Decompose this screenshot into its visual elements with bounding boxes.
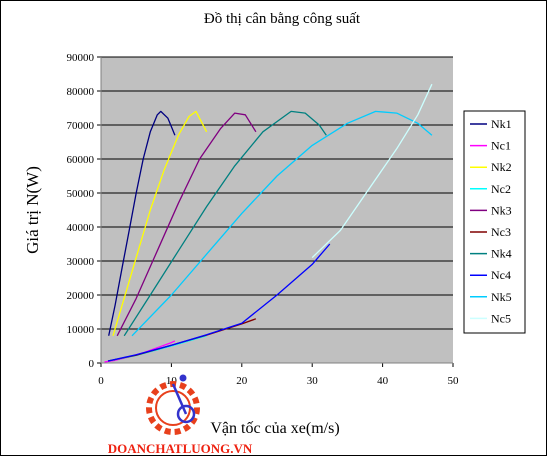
y-tick-label: 40000 [67,222,95,234]
x-tick-label: 30 [307,375,319,387]
watermark-text: DOANCHATLUONG.VN [108,441,253,456]
y-tick-label: 0 [89,358,95,370]
legend-label: Nc5 [491,311,511,325]
y-tick-label: 30000 [67,256,95,268]
logo-dial-icon [176,404,196,424]
y-tick-label: 90000 [67,52,95,64]
legend-label: Nc2 [491,182,511,196]
x-tick-label: 0 [98,375,104,387]
chart-title: Đồ thị cân bằng công suất [204,11,361,27]
series-line-nk1 [108,110,176,336]
legend-box [463,110,526,334]
axes: 0 10000 20000 30000 40000 50000 60000 70000 8000… [67,52,460,387]
watermark-logo: DOANCHATLUONG.VN [108,374,253,456]
series-line-nk5 [131,110,433,337]
y-tick-label: 10000 [67,324,95,336]
gridlines [101,56,453,330]
series-line-nc5 [311,83,433,259]
y-axis-label: Giá trị N(W) [23,166,42,254]
legend-label: Nc4 [491,268,511,282]
x-tick-label: 40 [377,375,389,387]
series-line-nk3 [116,112,257,337]
series-line-nc4 [107,243,331,362]
y-tick-label: 20000 [67,290,95,302]
y-tick-label: 80000 [67,86,95,98]
legend-label: Nk4 [491,247,512,261]
logo-dot [179,374,187,382]
legend-label: Nc3 [491,225,511,239]
series-lines [104,83,433,363]
legend-label: Nk3 [491,203,512,217]
legend-label: Nc1 [491,139,511,153]
series-line-nk2 [112,110,208,336]
x-tick-label: 10 [166,375,178,387]
legend-label: Nk1 [491,117,512,131]
y-tick-label: 50000 [67,188,95,200]
y-tick-label: 60000 [67,154,95,166]
x-tick-label: 20 [236,375,248,387]
logo-needle [171,383,188,415]
legend: Nk1 Nc1 Nk2 Nc2 Nk3 Nc3 Nk4 Nc4 Nk5 Nc5 [470,117,512,325]
x-tick-label: 50 [448,375,460,387]
y-tick-label: 70000 [67,120,95,132]
plot-area [101,57,453,363]
legend-label: Nk2 [491,160,512,174]
legend-label: Nk5 [491,290,512,304]
x-axis-label: Vận tốc của xe(m/s) [210,420,339,437]
logo-inner-ring [155,390,191,426]
series-line-nk4 [123,110,327,337]
